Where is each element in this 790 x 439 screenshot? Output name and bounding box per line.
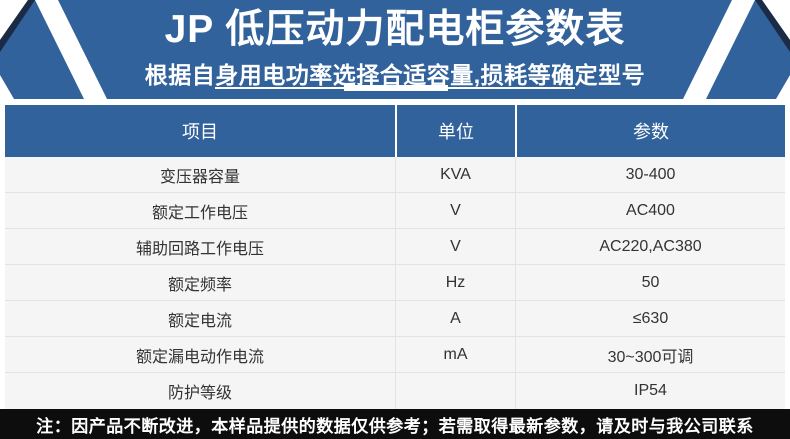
table-row: 额定频率 Hz 50: [5, 265, 785, 301]
row-unit: V: [395, 193, 515, 228]
title-divider-center: [344, 85, 448, 91]
banner: JP 低压动力配电柜参数表 根据自身用电功率选择合适容量,损耗等确定型号: [0, 0, 790, 99]
table-row: 变压器容量 KVA 30-400: [5, 157, 785, 193]
column-header-value: 参数: [515, 105, 785, 157]
spec-table: 项目 单位 参数 变压器容量 KVA 30-400 额定工作电压 V AC400…: [5, 105, 785, 409]
row-item-label: 额定频率: [167, 276, 232, 294]
row-value: 30-400: [515, 157, 785, 192]
row-unit: [395, 373, 515, 409]
row-value: ≤630: [515, 301, 785, 336]
row-item-label: 额定工作电压: [151, 204, 248, 222]
row-item-label: 额定电流: [167, 312, 232, 330]
table-row: 额定漏电动作电流 mA 30~300可调: [5, 337, 785, 373]
row-item-label: 辅助回路工作电压: [135, 240, 264, 258]
disclaimer-note: 注：因产品不断改进，本样品提供的数据仅供参考；若需取得最新参数，请及时与我公司联…: [0, 409, 790, 439]
table-row: 额定工作电压 V AC400: [5, 193, 785, 229]
table-header-row: 项目 单位 参数: [5, 105, 785, 157]
table-row: 防护等级 IP54: [5, 373, 785, 409]
row-item-label: 额定漏电动作电流: [135, 348, 264, 366]
row-value: AC220,AC380: [515, 229, 785, 264]
row-unit: KVA: [395, 157, 515, 192]
row-item-label: 防护等级: [167, 385, 232, 402]
row-unit: mA: [395, 337, 515, 372]
page-title: JP 低压动力配电柜参数表: [164, 8, 626, 51]
row-value: AC400: [515, 193, 785, 228]
row-unit: V: [395, 229, 515, 264]
row-value: IP54: [515, 373, 785, 409]
row-item-label: 变压器容量: [159, 168, 240, 186]
table-row: 辅助回路工作电压 V AC220,AC380: [5, 229, 785, 265]
column-header-unit: 单位: [395, 105, 515, 157]
table-row: 额定电流 A ≤630: [5, 301, 785, 337]
row-unit: A: [395, 301, 515, 336]
row-value: 30~300可调: [515, 337, 785, 372]
row-unit: Hz: [395, 265, 515, 300]
column-header-item: 项目: [182, 122, 218, 142]
page-subtitle: 根据自身用电功率选择合适容量,损耗等确定型号: [144, 62, 646, 88]
row-value: 50: [515, 265, 785, 300]
